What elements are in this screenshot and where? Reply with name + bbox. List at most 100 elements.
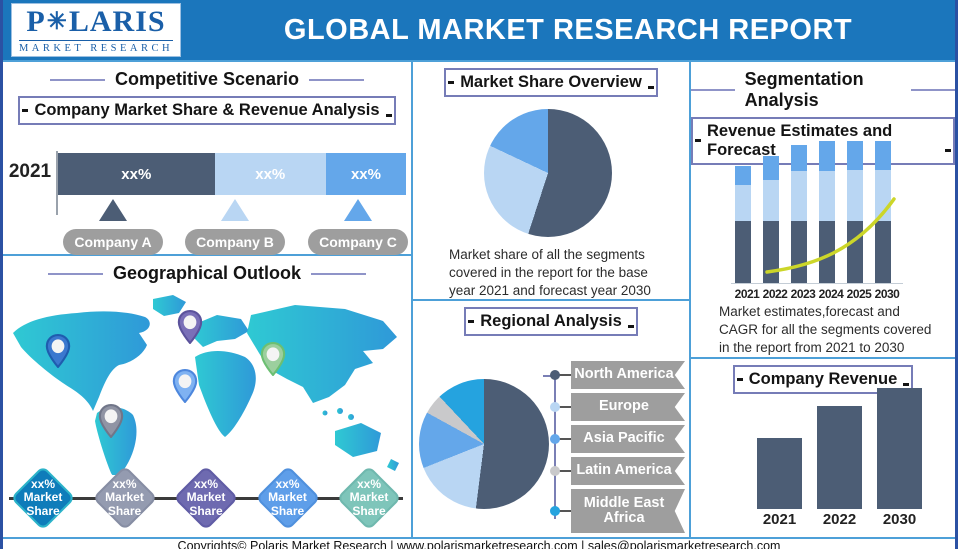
diamond-line1: Market [23,490,63,505]
company-b-marker-icon [221,199,249,221]
diamond-pct: xx% [112,476,137,491]
competitive-scenario-section: Competitive Scenario Company Market Shar… [3,69,411,256]
region-connector-line [554,375,556,519]
heading-line-left [47,272,103,275]
bar-segment [875,221,891,283]
heading-line-right [311,272,367,275]
stacked-bar [847,141,863,283]
region-dot [550,434,560,444]
company-a-label: Company A [63,229,163,255]
diamond-pct: xx% [30,476,56,491]
bar-axis-line [56,151,58,215]
diamond-text: xx% Market Share [23,476,63,518]
market-share-diamond: xx% Market Share [9,464,77,532]
region-dot [550,370,560,380]
diamond-text: xx% Market Share [105,476,144,518]
region-label-list: North America Europe Asia Pacific [550,361,685,537]
region-banner-asia-pacific: Asia Pacific [571,425,685,453]
company-c-marker-icon [344,199,372,221]
region-row: Europe [550,393,685,421]
region-banner-north-america: North America [571,361,685,389]
region-banner-latin-america: Latin America [571,457,685,485]
region-tick [555,438,571,440]
header: P ✳ LARIS MARKET RESEARCH GLOBAL MARKET … [3,0,955,60]
polaris-logo: P ✳ LARIS MARKET RESEARCH [11,3,181,57]
bar-segment [819,171,835,221]
bar-segment [735,166,751,185]
stacked-bar [819,141,835,283]
year-tick-label: 2023 [790,287,816,301]
stacked-bar-group [735,141,891,283]
left-column: Competitive Scenario Company Market Shar… [3,62,413,537]
regional-analysis-section: Regional Analysis North America Europe [413,307,689,535]
right-column: Segmentation Analysis Revenue Estimates … [691,62,955,537]
compass-star-icon: ✳ [46,8,68,35]
heading-line-left [691,89,735,91]
map-pin-north-america-icon [45,334,71,368]
map-pin-east-asia-icon [260,342,286,376]
revenue-forecast-chart [731,135,903,284]
regional-box-title: Regional Analysis [464,307,638,336]
bar-segment [819,141,835,171]
heading-line-left [49,78,105,81]
forecast-year-axis: 2021 2022 2023 2024 2025 2030 [733,287,901,301]
footer-copyright: Copyrights© Polaris Market Research | ww… [177,539,781,549]
market-share-pie-chart [484,109,612,237]
bar-segment [791,145,807,171]
company-c-label: Company C [308,229,408,255]
region-tick [555,374,571,376]
geographic-heading: Geographical Outlook [3,263,411,284]
logo-suffix: LARIS [68,4,166,38]
segmentation-description: Market estimates,forecast and CAGR for a… [719,304,932,355]
region-row: Asia Pacific [550,425,685,453]
diamond-text: xx% Market Share [349,476,389,518]
region-banner-europe: Europe [571,393,685,421]
segmentation-heading: Segmentation Analysis [691,69,955,111]
market-share-overview-section: Market Share Overview Market share of al… [413,68,689,301]
diamond-line1: Market [186,490,226,505]
segmentation-analysis-section: Segmentation Analysis Revenue Estimates … [691,69,955,359]
year-tick-label: 2030 [882,511,917,528]
stacked-bar [763,156,779,283]
map-pin-middle-east-icon [172,369,198,403]
revenue-bar [757,438,802,509]
bar-segment [763,221,779,283]
diamond-text: xx% Market Share [186,477,226,518]
diamond-pct: xx% [356,476,382,491]
region-banner-middle-east-africa: Middle East Africa [571,489,685,533]
region-row: Middle East Africa [550,489,685,533]
year-tick-label: 2022 [822,511,857,528]
diamond-line1: Market [349,490,389,505]
market-share-diamond: xx% Market Share [172,464,240,532]
geographic-heading-text: Geographical Outlook [112,263,302,283]
competitive-heading-text: Competitive Scenario [114,69,300,89]
bar-segment [791,171,807,221]
company-revenue-section: Company Revenue 2021 2022 2030 [691,365,955,536]
diamond-line2: Share [107,503,142,518]
bar-segment [847,170,863,221]
year-tick-label: 2025 [846,287,872,301]
revenue-bar-column: 2022 [817,406,862,528]
bar-segment [847,221,863,283]
bar-year-label: 2021 [8,161,52,182]
world-map [7,293,407,477]
geographical-outlook-section: Geographical Outlook [3,263,411,537]
bar-segment [875,170,891,221]
company-market-share-stacked-bar: xx% xx% xx% [58,153,406,195]
stacked-bar [791,145,807,283]
diamond-line1: Market [105,490,144,505]
region-tick [555,470,571,472]
bar-segment [847,141,863,170]
year-tick-label: 2022 [762,287,788,301]
logo-subtitle: MARKET RESEARCH [18,39,174,54]
region-row: North America [550,361,685,389]
region-dot [550,506,560,516]
revenue-bar-column: 2030 [877,388,922,528]
market-share-segment: xx% [214,153,326,195]
page-title: GLOBAL MARKET RESEARCH REPORT [283,13,853,46]
year-tick-label: 2021 [762,511,797,528]
company-a-marker-icon [99,199,127,221]
map-pin-europe-icon [177,310,203,344]
overview-box-title: Market Share Overview [444,68,658,97]
